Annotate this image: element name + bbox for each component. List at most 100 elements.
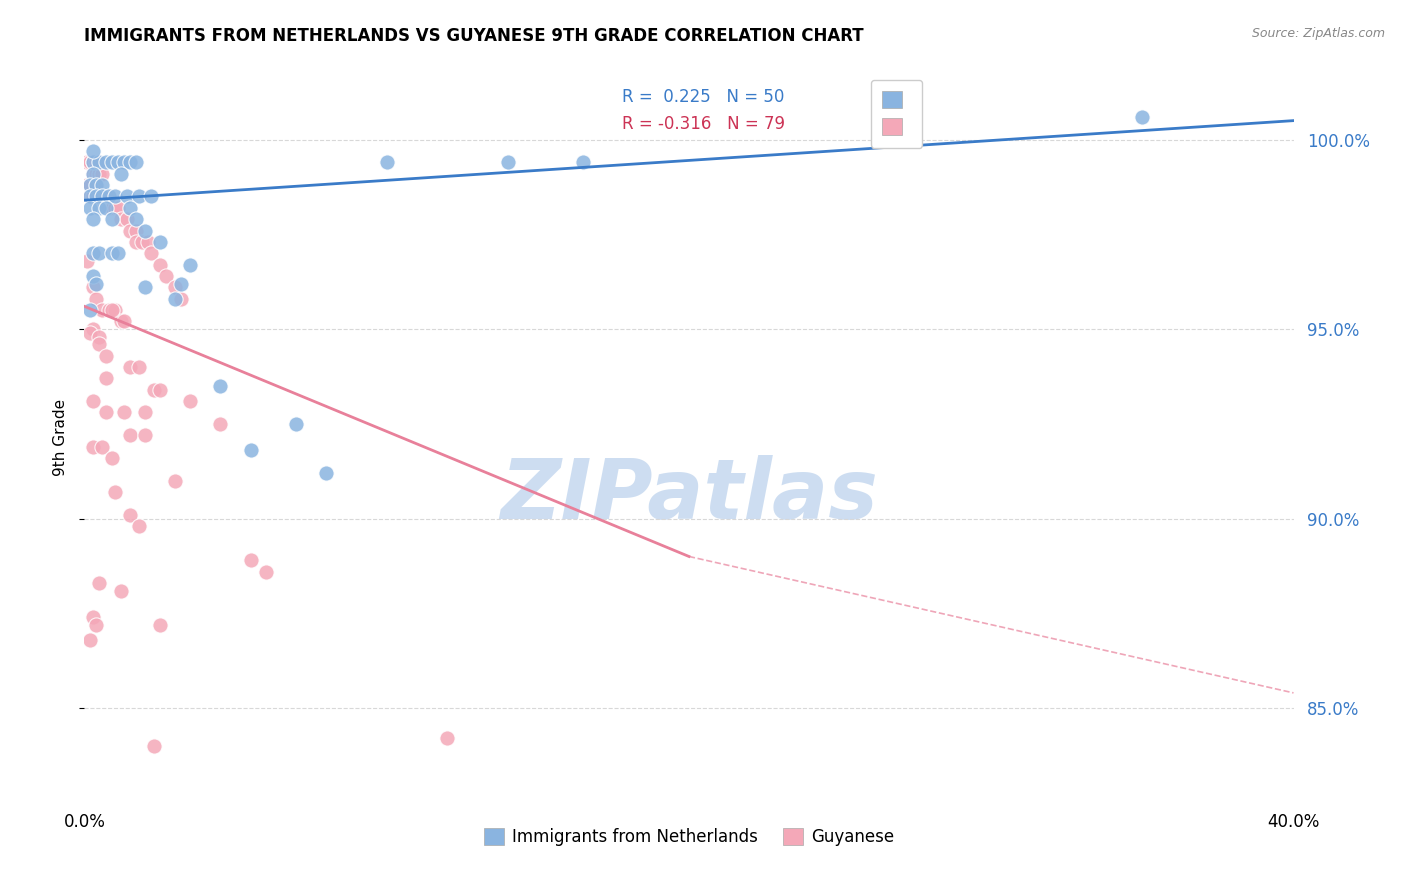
Point — [134, 405, 156, 419]
Point — [149, 258, 172, 272]
Point — [572, 155, 595, 169]
Point — [110, 314, 132, 328]
Point — [82, 155, 104, 169]
Point — [94, 155, 117, 169]
Text: IMMIGRANTS FROM NETHERLANDS VS GUYANESE 9TH GRADE CORRELATION CHART: IMMIGRANTS FROM NETHERLANDS VS GUYANESE … — [84, 27, 863, 45]
Point — [79, 178, 101, 192]
Point — [100, 201, 122, 215]
Point — [118, 223, 141, 237]
Point — [82, 144, 104, 158]
Point — [128, 519, 150, 533]
Point — [104, 201, 127, 215]
Point — [254, 565, 277, 579]
Point — [112, 155, 135, 169]
Legend: Immigrants from Netherlands, Guyanese: Immigrants from Netherlands, Guyanese — [477, 822, 901, 853]
Point — [86, 155, 108, 169]
Point — [79, 303, 101, 318]
Point — [82, 189, 104, 203]
Point — [179, 394, 201, 409]
Point — [94, 371, 117, 385]
Point — [170, 292, 193, 306]
Point — [110, 212, 132, 227]
Point — [91, 167, 114, 181]
Point — [86, 178, 108, 192]
Point — [118, 428, 141, 442]
Point — [285, 417, 308, 431]
Point — [118, 155, 141, 169]
Point — [209, 417, 232, 431]
Point — [139, 189, 162, 203]
Point — [436, 731, 458, 746]
Point — [89, 201, 111, 215]
Point — [86, 292, 108, 306]
Point — [79, 326, 101, 340]
Point — [97, 189, 120, 203]
Point — [239, 443, 262, 458]
Point — [82, 155, 104, 169]
Point — [82, 280, 104, 294]
Point — [76, 253, 98, 268]
Point — [97, 201, 120, 215]
Point — [79, 189, 101, 203]
Point — [107, 155, 129, 169]
Point — [94, 349, 117, 363]
Point — [179, 258, 201, 272]
Point — [165, 474, 187, 488]
Point — [89, 189, 111, 203]
Point — [94, 189, 117, 203]
Point — [115, 189, 138, 203]
Point — [89, 337, 111, 351]
Text: R =  0.225   N = 50: R = 0.225 N = 50 — [623, 88, 785, 106]
Point — [110, 583, 132, 598]
Point — [136, 235, 159, 249]
Point — [142, 383, 165, 397]
Point — [131, 235, 153, 249]
Point — [134, 223, 156, 237]
Point — [86, 617, 108, 632]
Point — [86, 189, 108, 203]
Point — [82, 394, 104, 409]
Point — [165, 292, 187, 306]
Point — [89, 155, 111, 169]
Point — [89, 155, 111, 169]
Point — [128, 359, 150, 374]
Point — [86, 277, 108, 291]
Y-axis label: 9th Grade: 9th Grade — [53, 399, 69, 475]
Point — [209, 379, 232, 393]
Point — [79, 201, 101, 215]
Point — [100, 212, 122, 227]
Point — [125, 212, 148, 227]
Point — [375, 155, 398, 169]
Text: Source: ZipAtlas.com: Source: ZipAtlas.com — [1251, 27, 1385, 40]
Text: ZIPatlas: ZIPatlas — [501, 455, 877, 536]
Point — [165, 280, 187, 294]
Point — [86, 178, 108, 192]
Point — [82, 212, 104, 227]
Point — [76, 178, 98, 192]
Point — [89, 329, 111, 343]
Point — [82, 268, 104, 283]
Point — [128, 189, 150, 203]
Point — [100, 450, 122, 465]
Text: R = -0.316   N = 79: R = -0.316 N = 79 — [623, 115, 786, 133]
Point — [91, 440, 114, 454]
Point — [82, 167, 104, 181]
Point — [97, 303, 120, 318]
Point — [118, 359, 141, 374]
Point — [112, 314, 135, 328]
Point — [155, 268, 177, 283]
Point — [110, 167, 132, 181]
Point — [94, 201, 117, 215]
Point — [86, 167, 108, 181]
Point — [82, 322, 104, 336]
Point — [142, 739, 165, 753]
Point — [82, 246, 104, 260]
Point — [239, 553, 262, 567]
Point — [170, 277, 193, 291]
Point — [100, 303, 122, 318]
Point — [134, 280, 156, 294]
Point — [82, 440, 104, 454]
Point — [118, 201, 141, 215]
Point — [82, 167, 104, 181]
Point — [139, 246, 162, 260]
